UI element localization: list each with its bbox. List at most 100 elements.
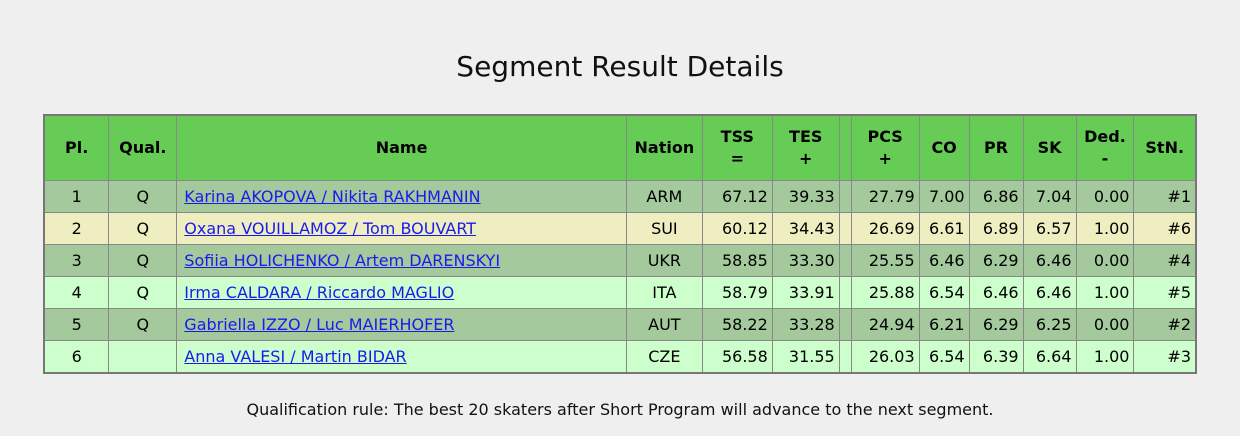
cell: 5 bbox=[43, 308, 110, 341]
header-label: TES bbox=[789, 127, 823, 146]
cell: Q bbox=[108, 244, 178, 277]
column-header: Qual. bbox=[108, 114, 178, 181]
name-cell: Sofiia HOLICHENKO / Artem DARENSKYI bbox=[176, 244, 627, 277]
column-header: Ded. - bbox=[1075, 114, 1135, 181]
cell: 56.58 bbox=[701, 340, 773, 374]
cell: ITA bbox=[625, 276, 703, 309]
skater-link[interactable]: Anna VALESI / Martin BIDAR bbox=[184, 347, 407, 366]
cell: 6.29 bbox=[968, 308, 1024, 341]
cell: 6.54 bbox=[918, 340, 970, 374]
result-row: 4 Q Irma CALDARA / Riccardo MAGLIO ITA 58.79… bbox=[43, 276, 1197, 309]
spacer-cell bbox=[838, 340, 852, 374]
cell: AUT bbox=[625, 308, 703, 341]
cell: 1 bbox=[43, 180, 110, 213]
cell: 25.88 bbox=[850, 276, 920, 309]
header-sub: = bbox=[730, 149, 744, 168]
header-label: TSS bbox=[720, 127, 754, 146]
skater-link[interactable]: Sofiia HOLICHENKO / Artem DARENSKYI bbox=[184, 251, 501, 270]
cell: 60.12 bbox=[701, 212, 773, 245]
table-body: 1 Q Karina AKOPOVA / Nikita RAKHMANIN ARM 67… bbox=[43, 180, 1197, 374]
header-row: Pl. Qual. Name Nation TSS = TES + PCS + CO PR SK Ded.… bbox=[43, 114, 1197, 181]
column-header: Name bbox=[176, 114, 627, 181]
cell: SUI bbox=[625, 212, 703, 245]
cell: 1.00 bbox=[1075, 276, 1135, 309]
result-row: 2 Q Oxana VOUILLAMOZ / Tom BOUVART SUI 60.12… bbox=[43, 212, 1197, 245]
column-header: StN. bbox=[1133, 114, 1197, 181]
results-table: Pl. Qual. Name Nation TSS = TES + PCS + CO PR SK Ded.… bbox=[43, 114, 1197, 374]
cell: 26.03 bbox=[850, 340, 920, 374]
cell: 58.22 bbox=[701, 308, 773, 341]
cell: #5 bbox=[1133, 276, 1197, 309]
cell: 31.55 bbox=[771, 340, 840, 374]
cell: 6.46 bbox=[1022, 276, 1077, 309]
cell: 6.57 bbox=[1022, 212, 1077, 245]
column-header: Pl. bbox=[43, 114, 110, 181]
spacer-cell bbox=[838, 244, 852, 277]
column-header: CO bbox=[918, 114, 970, 181]
cell: 6.29 bbox=[968, 244, 1024, 277]
skater-link[interactable]: Gabriella IZZO / Luc MAIERHOFER bbox=[184, 315, 455, 334]
spacer-cell bbox=[838, 114, 852, 181]
cell: 0.00 bbox=[1075, 308, 1135, 341]
cell: 27.79 bbox=[850, 180, 920, 213]
cell: 6.21 bbox=[918, 308, 970, 341]
cell: 2 bbox=[43, 212, 110, 245]
header-label: Pl. bbox=[65, 138, 89, 157]
cell: 33.30 bbox=[771, 244, 840, 277]
name-cell: Gabriella IZZO / Luc MAIERHOFER bbox=[176, 308, 627, 341]
cell: UKR bbox=[625, 244, 703, 277]
cell: 67.12 bbox=[701, 180, 773, 213]
cell: 1.00 bbox=[1075, 212, 1135, 245]
column-header: TES + bbox=[771, 114, 840, 181]
header-label: PCS bbox=[867, 127, 903, 146]
name-cell: Oxana VOUILLAMOZ / Tom BOUVART bbox=[176, 212, 627, 245]
cell: CZE bbox=[625, 340, 703, 374]
cell: 7.00 bbox=[918, 180, 970, 213]
cell: 58.85 bbox=[701, 244, 773, 277]
cell: 6.54 bbox=[918, 276, 970, 309]
cell: 6.46 bbox=[1022, 244, 1077, 277]
spacer-cell bbox=[838, 308, 852, 341]
cell: 6.25 bbox=[1022, 308, 1077, 341]
cell: 24.94 bbox=[850, 308, 920, 341]
header-label: Name bbox=[375, 138, 428, 157]
header-label: PR bbox=[984, 138, 1009, 157]
spacer-cell bbox=[838, 180, 852, 213]
header-label: Nation bbox=[634, 138, 695, 157]
cell: 6.61 bbox=[918, 212, 970, 245]
cell: 7.04 bbox=[1022, 180, 1077, 213]
cell: Q bbox=[108, 212, 178, 245]
cell: 34.43 bbox=[771, 212, 840, 245]
result-row: 6 Anna VALESI / Martin BIDAR CZE 56.58 31.55… bbox=[43, 340, 1197, 374]
footnote: Qualification rule: The best 20 skaters … bbox=[246, 400, 994, 419]
header-sub: + bbox=[799, 149, 813, 168]
cell: 0.00 bbox=[1075, 244, 1135, 277]
cell: 6.46 bbox=[918, 244, 970, 277]
cell: Q bbox=[108, 276, 178, 309]
skater-link[interactable]: Irma CALDARA / Riccardo MAGLIO bbox=[184, 283, 455, 302]
cell: 6.86 bbox=[968, 180, 1024, 213]
cell: 6 bbox=[43, 340, 110, 374]
spacer-cell bbox=[838, 212, 852, 245]
header-label: CO bbox=[931, 138, 957, 157]
name-cell: Karina AKOPOVA / Nikita RAKHMANIN bbox=[176, 180, 627, 213]
cell: 6.46 bbox=[968, 276, 1024, 309]
result-row: 3 Q Sofiia HOLICHENKO / Artem DARENSKYI UKR… bbox=[43, 244, 1197, 277]
cell: 6.39 bbox=[968, 340, 1024, 374]
skater-link[interactable]: Oxana VOUILLAMOZ / Tom BOUVART bbox=[184, 219, 477, 238]
result-row: 1 Q Karina AKOPOVA / Nikita RAKHMANIN ARM 67… bbox=[43, 180, 1197, 213]
empty-cell bbox=[108, 340, 178, 374]
skater-link[interactable]: Karina AKOPOVA / Nikita RAKHMANIN bbox=[184, 187, 481, 206]
column-header: PCS + bbox=[850, 114, 920, 181]
cell: 33.91 bbox=[771, 276, 840, 309]
cell: ARM bbox=[625, 180, 703, 213]
header-sub: - bbox=[1101, 149, 1109, 168]
name-cell: Irma CALDARA / Riccardo MAGLIO bbox=[176, 276, 627, 309]
cell: Q bbox=[108, 180, 178, 213]
column-header: Nation bbox=[625, 114, 703, 181]
cell: #2 bbox=[1133, 308, 1197, 341]
header-label: Qual. bbox=[119, 138, 167, 157]
cell: 1.00 bbox=[1075, 340, 1135, 374]
cell: #4 bbox=[1133, 244, 1197, 277]
